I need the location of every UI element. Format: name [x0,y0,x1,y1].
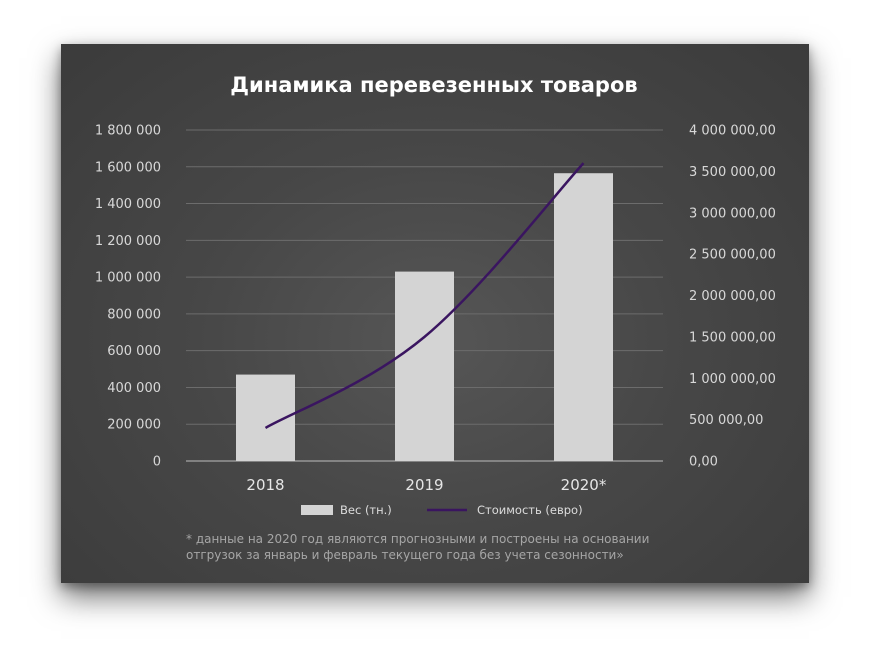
footnote-line-1: * данные на 2020 год являются прогнозным… [186,532,649,546]
y-left-tick-label: 0 [153,455,161,470]
y-right-tick-label: 1 000 000,00 [689,372,776,387]
line-series [264,162,585,429]
y-left-tick-label: 1 400 000 [95,197,161,212]
x-tick-label: 2019 [405,476,443,494]
y-right-ticks: 0,00 500 000,00 1 000 000,00 1 500 000,00 2 … [689,124,776,470]
y-right-tick-label: 3 000 000,00 [689,206,776,221]
y-left-tick-label: 1 000 000 [95,271,161,286]
y-right-tick-label: 2 500 000,00 [689,248,776,263]
legend: Вес (тн.) Стоимость (евро) [301,503,583,517]
y-right-tick-label: 4 000 000,00 [689,124,776,139]
legend-label-cost: Стоимость (евро) [477,503,583,517]
x-tick-label: 2020* [561,476,607,494]
bar [554,173,613,462]
y-right-tick-label: 500 000,00 [689,413,763,428]
x-tick-label: 2018 [246,476,284,494]
bar [395,271,454,461]
y-right-tick-label: 0,00 [689,455,718,470]
y-left-tick-label: 1 800 000 [95,124,161,139]
legend-label-weight: Вес (тн.) [340,503,392,517]
y-left-tick-label: 800 000 [107,307,161,322]
x-ticks: 2018 2019 2020* [246,476,606,494]
y-left-tick-label: 400 000 [107,381,161,396]
chart-title: Динамика перевезенных товаров [230,73,637,97]
y-left-ticks: 0 200 000 400 000 600 000 800 000 1 000 000 1 … [95,124,161,470]
footnote-line-2: отгрузок за январь и февраль текущего го… [186,548,624,562]
y-left-tick-label: 1 200 000 [95,234,161,249]
line-path [264,162,585,429]
bars [236,173,613,462]
y-right-tick-label: 3 500 000,00 [689,165,776,180]
y-right-tick-label: 2 000 000,00 [689,289,776,304]
legend-swatch-bar [301,505,333,515]
y-right-tick-label: 1 500 000,00 [689,330,776,345]
y-left-tick-label: 600 000 [107,344,161,359]
y-left-tick-label: 200 000 [107,418,161,433]
y-left-tick-label: 1 600 000 [95,160,161,175]
